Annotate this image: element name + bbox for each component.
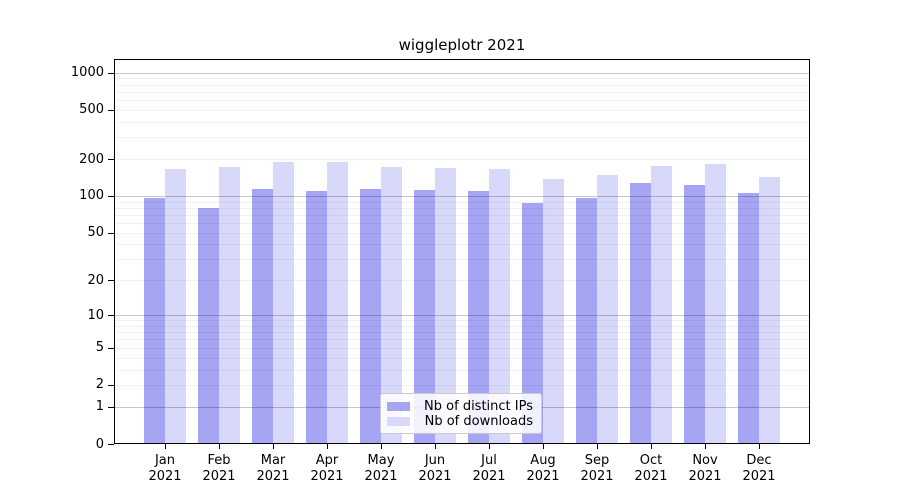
y-tick-mark-100 [108, 195, 114, 197]
x-tick-mark-mar [273, 444, 274, 449]
x-tick-label-nov: Nov 2021 [688, 453, 722, 484]
legend-entry-downloads: Nb of downloads [387, 414, 533, 429]
x-tick-mark-apr [327, 444, 328, 449]
bar-downloads-may [381, 166, 402, 444]
bar-ips-sep [576, 197, 597, 444]
y-tick-mark-10 [108, 315, 114, 317]
x-tick-mark-oct [651, 444, 652, 449]
y-tick-label-0: 0 [95, 436, 104, 452]
bar-ips-mar [252, 189, 273, 444]
legend-swatch-distinct-ips [387, 402, 410, 411]
bar-downloads-mar [273, 161, 294, 444]
bar-ips-jul [468, 190, 489, 444]
plot-area-frame [114, 59, 810, 444]
bar-downloads-jun [435, 167, 456, 444]
y-tick-label-5: 5 [95, 340, 104, 356]
x-tick-mark-jan [165, 444, 166, 449]
x-tick-label-may: May 2021 [364, 453, 398, 484]
x-tick-label-jan: Jan 2021 [148, 453, 182, 484]
bar-downloads-jan [165, 168, 186, 444]
bar-downloads-nov [705, 163, 726, 444]
y-tick-label-1000: 1000 [70, 65, 104, 81]
y-tick-label-2: 2 [95, 377, 104, 393]
bar-ips-jun [414, 189, 435, 444]
y-tick-label-10: 10 [87, 307, 104, 323]
y-tick-label-1: 1 [95, 399, 104, 415]
x-tick-mark-may [381, 444, 382, 449]
y-tick-label-100: 100 [79, 188, 104, 204]
x-tick-label-jul: Jul 2021 [472, 453, 506, 484]
legend-box: Nb of distinct IPs Nb of downloads [380, 393, 542, 434]
x-tick-label-jun: Jun 2021 [418, 453, 452, 484]
bar-ips-dec [738, 193, 759, 444]
x-tick-label-sep: Sep 2021 [580, 453, 614, 484]
x-tick-mark-jun [435, 444, 436, 449]
bar-ips-nov [684, 184, 705, 444]
bar-downloads-apr [327, 161, 348, 444]
x-tick-mark-feb [219, 444, 220, 449]
x-tick-mark-jul [489, 444, 490, 449]
y-tick-mark-0 [108, 444, 114, 445]
x-tick-label-oct: Oct 2021 [634, 453, 668, 484]
y-tick-label-500: 500 [79, 102, 104, 118]
bar-ips-apr [306, 190, 327, 444]
x-tick-mark-aug [543, 444, 544, 449]
legend-swatch-downloads [387, 417, 410, 426]
y-tick-mark-1000 [108, 72, 114, 74]
x-tick-label-aug: Aug 2021 [526, 453, 560, 484]
bar-downloads-oct [651, 166, 672, 444]
bar-downloads-jul [489, 168, 510, 444]
y-tick-mark-50 [108, 232, 114, 234]
legend-label-distinct-ips: Nb of distinct IPs [424, 398, 533, 414]
bar-ips-oct [630, 183, 651, 444]
y-tick-label-200: 200 [79, 151, 104, 167]
bar-downloads-sep [597, 175, 618, 444]
chart-title: wiggleplotr 2021 [398, 36, 526, 54]
y-tick-mark-1 [108, 406, 114, 408]
y-tick-label-50: 50 [87, 225, 104, 241]
legend-label-downloads: Nb of downloads [424, 413, 533, 429]
x-tick-label-mar: Mar 2021 [256, 453, 290, 484]
y-tick-mark-500 [108, 109, 114, 111]
bar-ips-aug [522, 203, 543, 444]
y-tick-label-20: 20 [87, 272, 104, 288]
x-tick-mark-nov [705, 444, 706, 449]
bar-downloads-aug [543, 178, 564, 444]
x-tick-label-dec: Dec 2021 [742, 453, 776, 484]
bar-ips-jan [144, 197, 165, 444]
bar-ips-may [360, 189, 381, 444]
x-tick-label-apr: Apr 2021 [310, 453, 344, 484]
bar-downloads-feb [219, 166, 240, 444]
y-tick-mark-2 [108, 384, 114, 386]
x-tick-mark-sep [597, 444, 598, 449]
y-tick-mark-5 [108, 347, 114, 349]
x-tick-label-feb: Feb 2021 [202, 453, 236, 484]
bar-ips-feb [198, 207, 219, 444]
y-tick-mark-200 [108, 159, 114, 160]
legend-entry-distinct-ips: Nb of distinct IPs [387, 399, 533, 414]
x-tick-mark-dec [759, 444, 760, 449]
bar-downloads-dec [759, 176, 780, 444]
y-tick-mark-20 [108, 280, 114, 282]
